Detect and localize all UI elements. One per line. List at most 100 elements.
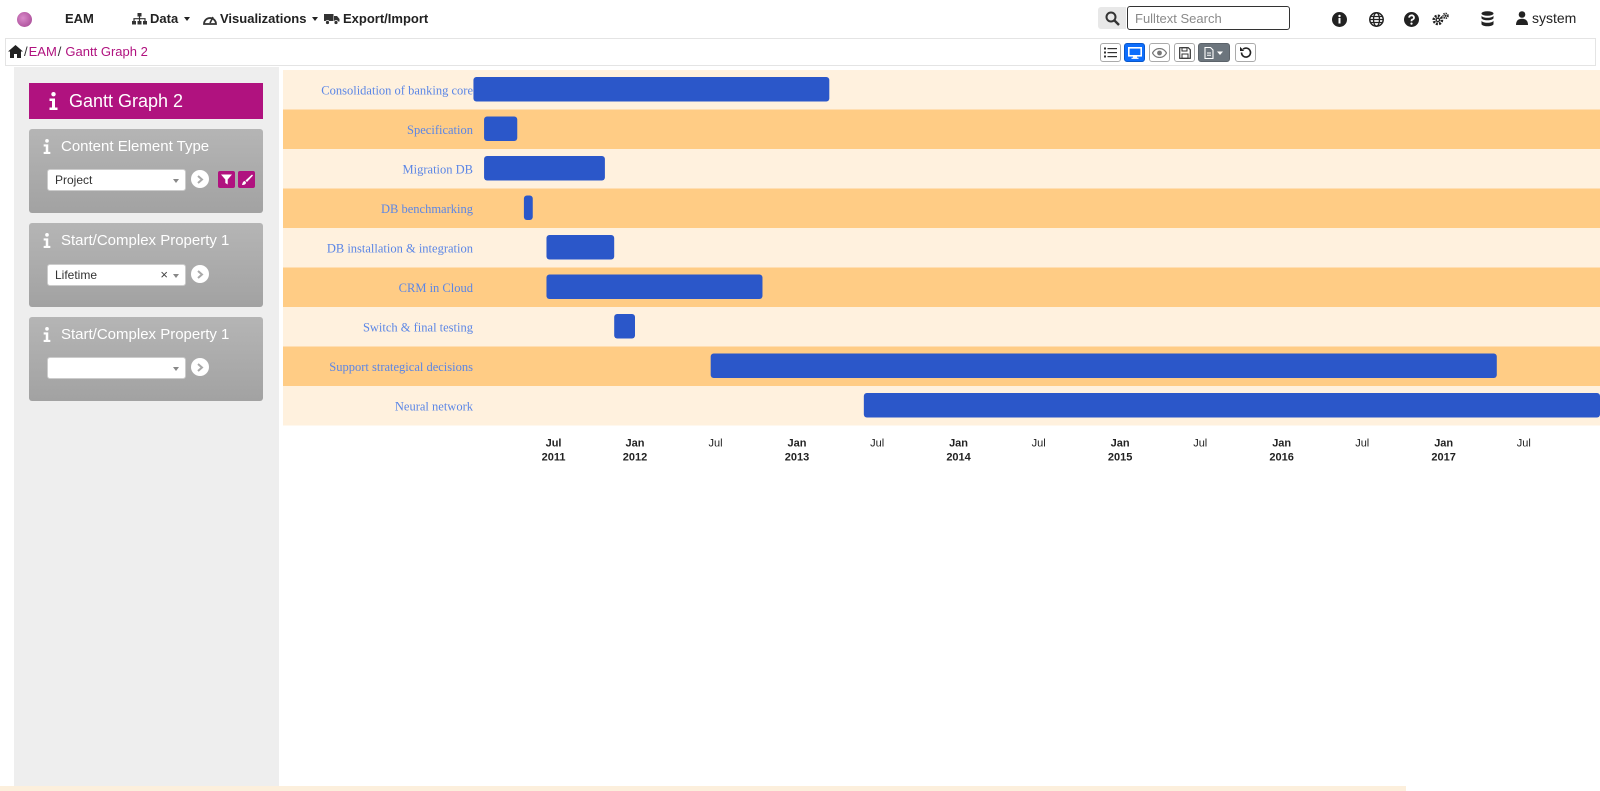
- preview-button[interactable]: [1149, 43, 1170, 62]
- gantt-task-label: CRM in Cloud: [399, 281, 474, 295]
- sitemap-icon: [132, 12, 147, 24]
- gantt-task-bar[interactable]: [546, 274, 763, 300]
- info-icon[interactable]: [43, 92, 63, 110]
- filter-icon: [221, 174, 232, 185]
- style-button[interactable]: [238, 171, 255, 188]
- gantt-axis-tick-label: Jul: [870, 438, 884, 450]
- go-button[interactable]: [191, 170, 209, 188]
- desktop-view-button[interactable]: [1124, 43, 1145, 62]
- gantt-task-bar[interactable]: [473, 77, 830, 102]
- gantt-row: [283, 267, 1600, 307]
- undo-button[interactable]: [1235, 43, 1256, 62]
- help-button[interactable]: [1402, 10, 1420, 28]
- gantt-axis-year-label: 2014: [946, 452, 971, 464]
- gantt-task-label: Specification: [407, 123, 474, 137]
- gantt-task-bar[interactable]: [614, 314, 635, 339]
- help-icon: [1403, 11, 1419, 27]
- gantt-axis-tick-label: Jul: [546, 438, 562, 450]
- menu-export-import[interactable]: Export/Import: [324, 11, 428, 26]
- chevron-down-icon: [184, 16, 191, 21]
- chevron-right-icon: [197, 269, 204, 279]
- gantt-axis-year-label: 2012: [623, 452, 647, 464]
- app-logo[interactable]: [17, 12, 32, 27]
- fulltext-search-input[interactable]: [1127, 6, 1290, 30]
- panel-title-text: Gantt Graph 2: [69, 90, 184, 111]
- info-icon[interactable]: [43, 327, 51, 342]
- clear-icon[interactable]: ×: [160, 267, 168, 282]
- breadcrumb-item-current[interactable]: Gantt Graph 2: [65, 44, 148, 59]
- settings-button[interactable]: [1432, 10, 1450, 28]
- truck-icon: [324, 13, 340, 25]
- gantt-task-bar[interactable]: [484, 116, 518, 142]
- menu-data[interactable]: Data: [132, 11, 191, 26]
- globe-icon: [1368, 11, 1384, 27]
- list-view-button[interactable]: [1100, 43, 1121, 62]
- gantt-task-label: Migration DB: [403, 162, 473, 176]
- save-button[interactable]: [1174, 43, 1195, 62]
- document-menu-button[interactable]: [1198, 43, 1230, 62]
- gantt-axis-tick-label: Jul: [1193, 438, 1207, 450]
- menu-visualizations-label: Visualizations: [220, 11, 307, 26]
- menu-visualizations[interactable]: Visualizations: [203, 11, 319, 26]
- settings-icon: [1432, 12, 1449, 26]
- gantt-task-label: Support strategical decisions: [329, 360, 473, 374]
- gantt-row: [283, 188, 1600, 228]
- gantt-axis-tick-label: Jan: [626, 438, 645, 450]
- chevron-down-icon: [312, 16, 319, 21]
- go-button[interactable]: [191, 265, 209, 283]
- gantt-task-bar[interactable]: [484, 156, 605, 181]
- user-name: system: [1532, 10, 1577, 26]
- card-title: Content Element Type: [61, 138, 210, 155]
- go-button[interactable]: [191, 358, 209, 376]
- gantt-chart: Consolidation of banking core Specificati…: [283, 70, 1600, 464]
- gantt-task-label: Consolidation of banking core: [321, 83, 473, 97]
- gantt-axis-year-label: 2016: [1269, 452, 1293, 464]
- undo-icon: [1240, 46, 1252, 58]
- gantt-task-label: DB installation & integration: [327, 241, 474, 255]
- bottom-border: [0, 786, 1406, 791]
- language-button[interactable]: [1367, 10, 1385, 28]
- gantt-task-label: DB benchmarking: [381, 202, 474, 216]
- start-complex-property-card-1: Start/Complex Property 1 Lifetime ×: [29, 223, 263, 307]
- preview-icon: [1152, 47, 1167, 58]
- paintbrush-icon: [241, 174, 253, 185]
- select-value: Project: [55, 173, 93, 187]
- complex-property-select[interactable]: [47, 357, 186, 379]
- chevron-down-icon: [173, 274, 179, 278]
- gantt-task-bar[interactable]: [546, 235, 615, 260]
- info-button[interactable]: [1330, 10, 1348, 28]
- gantt-axis-tick-label: Jan: [1434, 438, 1453, 450]
- chevron-down-icon: [173, 179, 179, 183]
- list-view-icon: [1104, 47, 1117, 58]
- breadcrumb-item-eam[interactable]: EAM: [28, 44, 57, 59]
- brand-name[interactable]: EAM: [65, 11, 94, 26]
- gantt-axis-year-label: 2011: [542, 452, 566, 464]
- search-icon: [1105, 11, 1120, 26]
- gantt-axis-tick-label: Jan: [788, 438, 807, 450]
- user-menu[interactable]: system: [1516, 10, 1576, 26]
- database-button[interactable]: [1478, 10, 1496, 28]
- filter-button[interactable]: [218, 171, 235, 188]
- gantt-task-bar[interactable]: [863, 393, 1600, 418]
- menu-export-import-label: Export/Import: [343, 11, 429, 26]
- chevron-down-icon: [173, 367, 179, 371]
- gantt-axis-year-label: 2015: [1108, 452, 1132, 464]
- start-property-select[interactable]: Lifetime ×: [47, 264, 186, 286]
- database-icon: [1481, 11, 1493, 27]
- desktop-view-icon: [1127, 46, 1142, 59]
- gantt-row: [283, 228, 1600, 268]
- search-button[interactable]: [1098, 7, 1126, 29]
- gantt-task-bar[interactable]: [523, 195, 533, 221]
- top-navbar: EAM Data Visualizations Export/Import sy…: [0, 0, 1600, 37]
- content-element-type-select[interactable]: Project: [47, 169, 186, 191]
- info-icon[interactable]: [43, 139, 51, 154]
- card-title: Start/Complex Property 1: [61, 232, 230, 249]
- gantt-axis-tick-label: Jul: [1032, 438, 1046, 450]
- gantt-axis-tick-label: Jul: [1355, 438, 1369, 450]
- gantt-axis-tick-label: Jul: [1517, 438, 1531, 450]
- gantt-axis-year-label: 2013: [785, 452, 809, 464]
- home-icon[interactable]: [8, 45, 23, 58]
- gantt-task-bar[interactable]: [710, 353, 1497, 379]
- info-icon[interactable]: [43, 233, 51, 248]
- breadcrumb: / EAM / Gantt Graph 2: [8, 44, 148, 59]
